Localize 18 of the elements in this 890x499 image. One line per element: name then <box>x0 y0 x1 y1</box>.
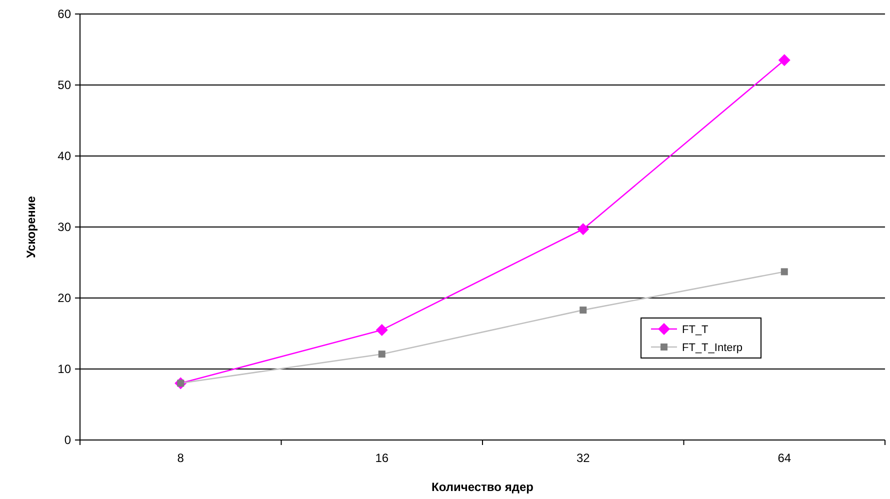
x-tick-label: 64 <box>778 451 792 465</box>
y-tick-label: 10 <box>58 362 72 376</box>
point <box>376 324 388 336</box>
y-tick-label: 50 <box>58 78 72 92</box>
y-tick-label: 0 <box>64 433 72 448</box>
y-tick-label: 40 <box>58 149 72 164</box>
x-tick-label: 32 <box>576 451 590 465</box>
x-tick-label: 8 <box>177 451 184 465</box>
point <box>577 223 590 236</box>
y-axis-title: Ускорение <box>24 196 38 258</box>
x-axis-title: Количество ядер <box>432 480 534 494</box>
point <box>778 54 790 66</box>
y-tick-label: 20 <box>58 291 72 306</box>
x-tick-label: 16 <box>375 451 389 465</box>
y-tick-label: 60 <box>58 7 72 22</box>
legend-label: FT_T_Interp <box>682 342 743 354</box>
y-tick-label: 30 <box>58 220 72 234</box>
legend-label: FT_T <box>682 324 709 336</box>
